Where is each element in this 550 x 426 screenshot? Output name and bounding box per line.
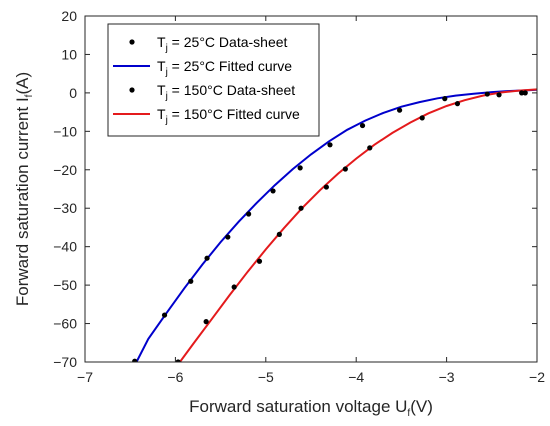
data-point — [270, 188, 276, 194]
legend-label: Tj = 25°C Fitted curve — [157, 58, 292, 78]
y-tick-label: −60 — [53, 316, 77, 332]
data-point — [323, 184, 329, 190]
data-point — [204, 255, 210, 261]
x-axis-label-sub: f — [407, 408, 410, 419]
data-point — [484, 91, 490, 97]
data-point — [161, 312, 168, 318]
data-point — [276, 231, 282, 237]
x-tick-label: −5 — [258, 369, 274, 385]
data-point — [454, 101, 461, 107]
data-point — [297, 165, 303, 171]
y-axis-label-main: Forward saturation current I — [13, 97, 32, 306]
y-tick-label: −20 — [53, 162, 77, 178]
x-tick-label: −6 — [167, 369, 183, 385]
legend-marker — [129, 39, 135, 45]
data-point — [419, 115, 425, 121]
x-axis-label-unit: (V) — [410, 397, 433, 416]
data-point — [519, 90, 525, 96]
x-tick-label: −7 — [77, 369, 93, 385]
x-axis-label-main: Forward saturation voltage U — [189, 397, 407, 416]
y-tick-label: −30 — [53, 200, 77, 216]
axis-ticks: −7 −6 −5 −4 −3 −2 −70 −60 −50 −40 −30 −20 −10 0 10 20 — [53, 8, 545, 385]
data-point — [231, 284, 237, 290]
series-line — [135, 88, 537, 362]
data-point — [188, 278, 194, 284]
y-axis-label: Forward saturation current If(A) — [13, 72, 35, 306]
y-tick-label: 20 — [61, 8, 77, 24]
data-point — [203, 319, 209, 325]
data-point — [367, 145, 373, 151]
legend-label: Tj = 25°C Data-sheet — [157, 34, 288, 54]
data-point — [342, 166, 348, 172]
data-point — [298, 205, 304, 211]
legend-box — [107, 23, 320, 137]
data-point — [246, 211, 252, 217]
x-axis-label: Forward saturation voltage Uf(V) — [189, 397, 433, 419]
y-tick-label: −70 — [53, 354, 77, 370]
data-point — [496, 92, 502, 98]
y-tick-label: −50 — [53, 277, 77, 293]
x-tick-label: −4 — [348, 369, 364, 385]
y-tick-label: 0 — [69, 85, 77, 101]
data-point — [256, 258, 263, 264]
y-tick-label: 10 — [61, 46, 77, 62]
data-point — [132, 358, 138, 362]
legend: Tj = 25°C Data-sheet Tj = 25°C Fitted cur… — [107, 23, 320, 137]
y-axis-label-sub: f — [24, 94, 35, 97]
data-point — [442, 96, 448, 102]
y-axis-label-unit: (A) — [13, 72, 32, 95]
legend-label: Tj = 150°C Data-sheet — [157, 82, 295, 102]
data-point — [327, 142, 333, 148]
y-tick-label: −40 — [53, 239, 77, 255]
data-point — [522, 90, 528, 96]
data-point — [359, 122, 366, 129]
data-point — [175, 359, 181, 362]
x-tick-label: −2 — [529, 369, 545, 385]
plot-marks — [132, 88, 537, 362]
data-point — [396, 107, 403, 113]
legend-label: Tj = 150°C Fitted curve — [157, 106, 300, 126]
data-point — [225, 234, 231, 240]
x-tick-label: −3 — [439, 369, 455, 385]
axes-box — [84, 15, 538, 363]
y-tick-label: −10 — [53, 123, 77, 139]
legend-marker — [129, 87, 135, 93]
